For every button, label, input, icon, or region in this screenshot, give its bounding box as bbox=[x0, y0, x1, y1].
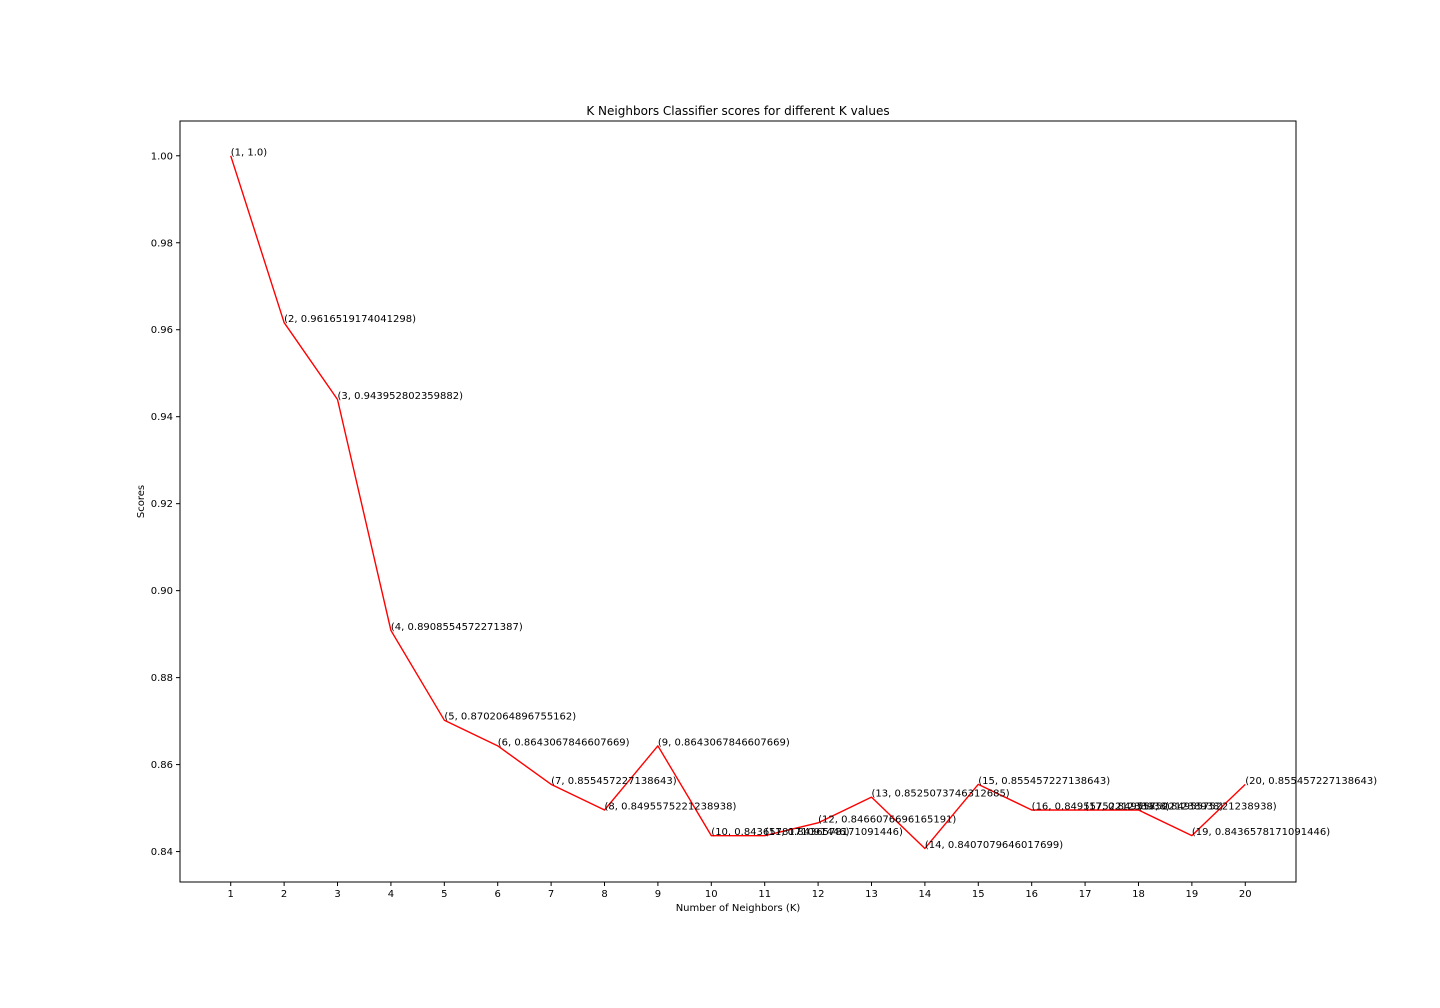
point-label: (4, 0.8908554572271387) bbox=[391, 622, 523, 633]
x-tick-label: 1 bbox=[228, 889, 234, 900]
point-label: (3, 0.943952802359882) bbox=[338, 391, 464, 402]
x-tick-label: 20 bbox=[1239, 889, 1252, 900]
y-tick-label: 1.00 bbox=[151, 151, 173, 162]
series-line bbox=[230, 155, 1246, 850]
x-tick-label: 5 bbox=[441, 889, 447, 900]
y-tick-label: 0.96 bbox=[151, 325, 173, 336]
y-axis: 0.84 0.86 0.88 0.90 0.92 0.94 0.96 0.98 1.00 bbox=[151, 151, 180, 858]
point-label: (1, 1.0) bbox=[231, 147, 268, 158]
point-label: (20, 0.855457227138643) bbox=[1245, 776, 1377, 787]
x-axis-label: Number of Neighbors (K) bbox=[676, 903, 801, 914]
x-tick-label: 14 bbox=[919, 889, 932, 900]
y-tick-label: 0.92 bbox=[151, 499, 173, 510]
point-label: (17, 0.8495575221238938) bbox=[1085, 801, 1223, 812]
point-label: (16, 0.8495575221238938) bbox=[1032, 801, 1170, 812]
point-label: (15, 0.855457227138643) bbox=[978, 776, 1110, 787]
chart-title: K Neighbors Classifier scores for differ… bbox=[586, 104, 889, 118]
x-tick-label: 17 bbox=[1079, 889, 1092, 900]
point-label: (18, 0.8495575221238938) bbox=[1138, 801, 1276, 812]
x-tick-label: 11 bbox=[758, 889, 771, 900]
y-tick-label: 0.88 bbox=[151, 673, 173, 684]
point-label: (9, 0.8643067846607669) bbox=[658, 737, 790, 748]
y-tick-label: 0.90 bbox=[151, 586, 173, 597]
x-tick-label: 8 bbox=[601, 889, 607, 900]
x-tick-label: 2 bbox=[281, 889, 287, 900]
x-tick-label: 9 bbox=[655, 889, 661, 900]
x-tick-label: 4 bbox=[388, 889, 394, 900]
x-tick-label: 10 bbox=[705, 889, 718, 900]
point-label: (2, 0.9616519174041298) bbox=[284, 314, 416, 325]
y-axis-label: Scores bbox=[136, 485, 147, 518]
y-tick-label: 0.84 bbox=[151, 847, 173, 858]
point-label: (19, 0.8436578171091446) bbox=[1192, 827, 1330, 838]
point-label: (14, 0.8407079646017699) bbox=[925, 840, 1063, 851]
x-tick-label: 19 bbox=[1186, 889, 1199, 900]
x-tick-label: 3 bbox=[334, 889, 340, 900]
x-tick-label: 15 bbox=[972, 889, 985, 900]
x-tick-label: 6 bbox=[495, 889, 501, 900]
point-label: (6, 0.8643067846607669) bbox=[498, 737, 630, 748]
point-label: (13, 0.8525073746312685) bbox=[871, 789, 1009, 800]
point-label: (10, 0.8436578171091446) bbox=[711, 827, 849, 838]
x-tick-label: 18 bbox=[1132, 889, 1145, 900]
y-tick-label: 0.98 bbox=[151, 238, 173, 249]
x-tick-label: 13 bbox=[865, 889, 878, 900]
point-label: (7, 0.855457227138643) bbox=[551, 776, 677, 787]
x-tick-label: 16 bbox=[1025, 889, 1038, 900]
plot-frame bbox=[179, 120, 1297, 883]
point-labels: (1, 1.0) (2, 0.9616519174041298) (3, 0.943… bbox=[231, 147, 1378, 851]
y-tick-label: 0.94 bbox=[151, 412, 173, 423]
x-axis: 1 2 3 4 5 6 7 8 9 10 11 12 13 14 15 16 17 18 19 20 bbox=[228, 882, 1252, 900]
point-label: (5, 0.8702064896755162) bbox=[444, 712, 576, 723]
x-tick-label: 12 bbox=[812, 889, 825, 900]
point-label: (11, 0.8436578171091446) bbox=[765, 827, 903, 838]
y-tick-label: 0.86 bbox=[151, 760, 173, 771]
point-label: (8, 0.8495575221238938) bbox=[605, 801, 737, 812]
x-tick-label: 7 bbox=[548, 889, 554, 900]
point-label: (12, 0.8466076696165191) bbox=[818, 814, 956, 825]
